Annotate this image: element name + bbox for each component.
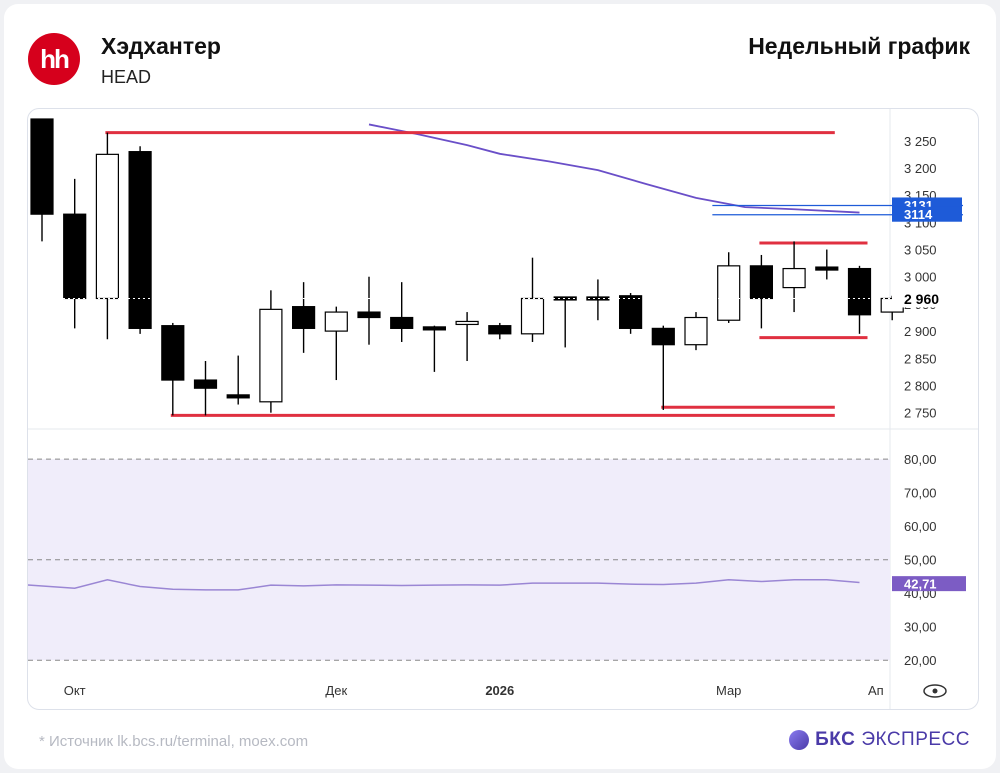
candle-body-down	[226, 394, 250, 399]
price-tick-label: 2 900	[904, 324, 937, 339]
candle-body-down	[390, 316, 414, 329]
candle-body-down	[357, 311, 381, 319]
candle	[30, 118, 54, 242]
candle	[357, 276, 381, 345]
rsi-tick-label: 80,00	[904, 452, 937, 467]
candle-body-down	[292, 306, 316, 329]
candle-body-down	[488, 325, 512, 335]
price-tick-label: 3 250	[904, 134, 937, 149]
rsi-tick-label: 20,00	[904, 653, 937, 668]
candle-body-up	[95, 153, 120, 300]
candle	[422, 325, 446, 372]
candle-body-down	[161, 325, 185, 381]
brand-rest: ЭКСПРЕСС	[861, 729, 970, 750]
candle	[847, 265, 872, 334]
candle-body-down	[618, 295, 643, 329]
candle-body-down	[651, 327, 675, 346]
rsi-tick-label: 60,00	[904, 519, 937, 534]
candle	[324, 306, 348, 381]
candle-body-down	[193, 379, 218, 389]
time-tick-label: 2026	[485, 683, 514, 698]
chart-card: hh Хэдхантер HEAD Недельный график 2 750…	[4, 4, 996, 769]
candle	[95, 132, 120, 340]
chart-period-title: Недельный график	[748, 33, 970, 59]
candle	[455, 312, 479, 362]
candle	[782, 241, 806, 313]
candle	[128, 146, 152, 334]
candle	[684, 312, 708, 351]
rsi-value-badge	[892, 576, 966, 592]
eye-icon-pupil	[932, 688, 938, 694]
ma-value-label: 3114	[904, 207, 933, 222]
candle	[161, 322, 185, 416]
source-note: * Источник lk.bcs.ru/terminal, moex.com	[39, 733, 309, 750]
candle-body-up	[259, 308, 283, 403]
brand-mark-icon	[789, 730, 810, 750]
candle	[259, 290, 283, 413]
candle-body-down	[63, 213, 87, 300]
price-tick-label: 2 850	[904, 351, 937, 366]
candle	[292, 282, 316, 353]
candle-body-up	[782, 267, 806, 289]
candle	[193, 361, 218, 416]
price-tick-label: 2 750	[904, 406, 937, 421]
candle-body-up	[684, 316, 708, 346]
brand-strong: БКС	[815, 729, 856, 750]
candle-body-up	[324, 311, 348, 332]
candle	[717, 252, 741, 323]
logo-text: hh	[40, 43, 70, 74]
price-tick-label: 2 800	[904, 378, 937, 393]
time-tick-label: Мар	[716, 683, 741, 698]
rsi-line	[28, 579, 860, 591]
candle-body-down	[847, 267, 872, 316]
candle	[749, 254, 774, 329]
rsi-tick-label: 70,00	[904, 486, 937, 501]
price-tick-label: 3 200	[904, 161, 937, 176]
candle-body-down	[30, 118, 54, 215]
rsi-tick-label: 30,00	[904, 620, 937, 635]
candle	[815, 249, 839, 280]
candle	[553, 296, 577, 348]
last-price-badge	[892, 289, 962, 308]
rsi-band	[28, 459, 890, 661]
time-tick-label: Дек	[325, 683, 347, 698]
candle	[488, 322, 512, 340]
candle	[618, 293, 643, 334]
candle	[520, 257, 545, 342]
candle-body-up	[455, 320, 479, 326]
rsi-value-label: 42,71	[904, 577, 937, 592]
candle-body-down	[553, 296, 577, 301]
candle-body-down	[815, 266, 839, 271]
eye-icon[interactable]	[923, 684, 947, 698]
rsi-tick-label: 50,00	[904, 553, 937, 568]
last-price-label: 2 960	[904, 291, 939, 307]
time-tick-label: Окт	[64, 683, 86, 698]
company-logo: hh	[28, 33, 80, 85]
price-tick-label: 3 050	[904, 243, 937, 258]
candle	[651, 325, 675, 410]
eye-icon-outline	[923, 684, 947, 698]
company-name: Хэдхантер	[101, 33, 221, 59]
moving-average-line	[368, 123, 860, 214]
candle-body-down	[586, 296, 610, 301]
candle	[63, 178, 87, 329]
candle-body-up	[717, 265, 741, 321]
brand-logo: БКС ЭКСПРЕСС	[789, 729, 970, 751]
candle-body-down	[128, 151, 152, 329]
ma-value-badge	[892, 206, 962, 222]
candle-body-down	[749, 265, 774, 300]
candle	[390, 282, 414, 342]
time-tick-label: Ап	[868, 683, 884, 698]
candle	[586, 279, 610, 321]
candle	[226, 355, 250, 405]
ticker-symbol: HEAD	[101, 67, 152, 87]
price-tick-label: 3 000	[904, 270, 937, 285]
candle-body-down	[422, 326, 446, 331]
candle-body-up	[520, 297, 545, 335]
